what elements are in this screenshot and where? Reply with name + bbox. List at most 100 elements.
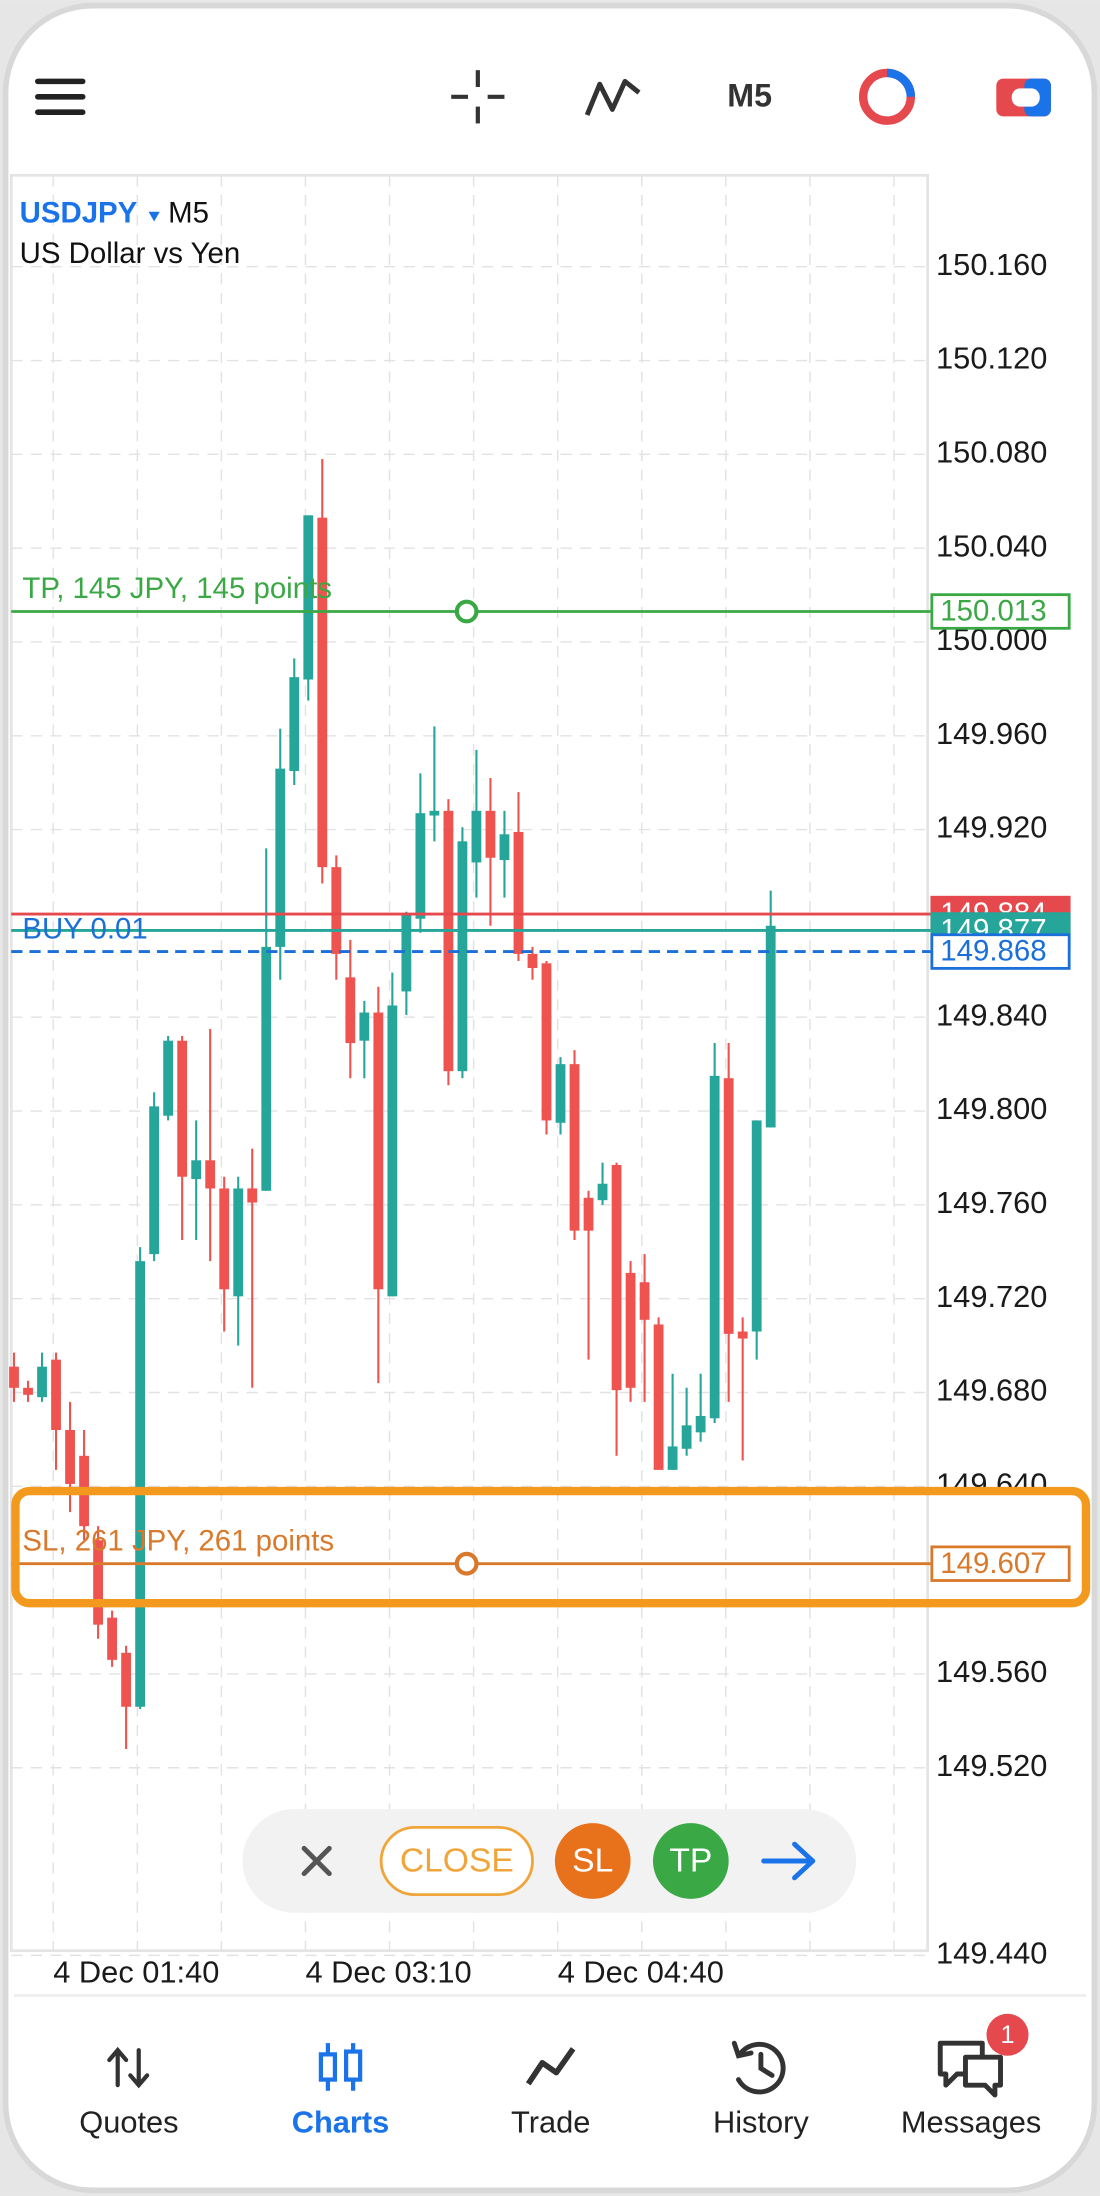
trade-icon <box>525 2047 576 2086</box>
symbol-description: US Dollar vs Yen <box>20 237 241 270</box>
candle-body <box>499 834 510 861</box>
price-tag <box>930 933 1071 970</box>
x-tick-label: 4 Dec 03:10 <box>305 1955 471 1990</box>
candle-body <box>695 1415 706 1433</box>
candle-body <box>107 1617 118 1660</box>
candle-body <box>667 1446 678 1470</box>
candle-body <box>401 914 412 992</box>
candle-body <box>37 1366 47 1398</box>
one-click-button[interactable] <box>858 68 916 125</box>
nav-trade[interactable]: Trade <box>511 2105 590 2140</box>
candle-body <box>93 1540 103 1625</box>
candle-body <box>9 1366 19 1388</box>
candle-body <box>429 810 440 816</box>
y-tick-label: 149.440 <box>936 1936 1047 1971</box>
candle-body <box>303 515 314 680</box>
x-stroke <box>301 1845 332 1877</box>
candle-body <box>541 963 552 1121</box>
symbol-dropdown[interactable] <box>148 211 160 222</box>
level-label: TP, 145 JPY, 145 points <box>22 572 332 605</box>
symbol[interactable]: USDJPY <box>20 196 138 229</box>
crosshair-button[interactable] <box>451 70 505 124</box>
candle-body <box>681 1425 692 1449</box>
bubble-front <box>963 2054 1003 2098</box>
y-tick-label: 149.720 <box>936 1279 1047 1314</box>
y-tick-label: 149.640 <box>936 1466 1047 1501</box>
trade-button[interactable] <box>996 78 1051 117</box>
candle-body <box>135 1261 146 1707</box>
body <box>344 2049 363 2082</box>
candle-body <box>275 768 286 947</box>
next-button[interactable] <box>761 1841 816 1881</box>
sl-label: SL <box>572 1842 613 1879</box>
nav-history[interactable]: History <box>713 2105 809 2140</box>
candle-body <box>653 1324 664 1470</box>
arrow-head <box>792 1841 816 1881</box>
menu-button[interactable] <box>35 78 86 116</box>
candle-body <box>219 1188 230 1290</box>
y-tick-label: 150.160 <box>936 247 1047 282</box>
candle-body <box>723 1078 734 1334</box>
candle-body <box>205 1160 216 1189</box>
x-tick-label: 4 Dec 01:40 <box>53 1955 219 1990</box>
candle-body <box>527 953 538 968</box>
candle-body <box>457 841 468 1072</box>
candle-body <box>359 1012 370 1041</box>
level-label: BUY 0.01 <box>22 912 147 945</box>
candle-body <box>121 1652 132 1707</box>
y-tick-label: 149.680 <box>936 1373 1047 1408</box>
price-tag <box>930 593 1071 630</box>
candle-body <box>331 867 342 954</box>
dismiss-button[interactable] <box>301 1845 332 1877</box>
level-label: SL, 261 JPY, 261 points <box>22 1524 334 1557</box>
y-tick-label: 149.800 <box>936 1091 1047 1126</box>
candle-body <box>583 1197 594 1231</box>
bubble-back <box>937 2040 985 2088</box>
messages-icon <box>937 2040 1003 2098</box>
price-tag <box>930 1545 1071 1582</box>
candle-body <box>443 810 454 1072</box>
close-button[interactable] <box>379 1825 534 1897</box>
level-handle[interactable] <box>454 599 479 624</box>
candle-body <box>233 1188 244 1297</box>
tp-label: TP <box>669 1842 712 1879</box>
nav-messages[interactable]: Messages <box>901 2105 1041 2140</box>
y-tick-label: 150.120 <box>936 341 1047 376</box>
chart-timeframe: M5 <box>168 196 209 229</box>
sl-button[interactable] <box>554 1823 631 1899</box>
badge <box>986 2013 1029 2056</box>
history-icon <box>731 2040 786 2095</box>
timeframe-button[interactable]: M5 <box>727 78 772 114</box>
tp-button[interactable] <box>652 1823 729 1899</box>
candle-body <box>51 1359 61 1431</box>
candle-body <box>149 1106 160 1255</box>
candle-body <box>247 1188 258 1203</box>
candle-body <box>65 1430 75 1484</box>
candle-body <box>625 1272 636 1388</box>
candle-body <box>289 677 300 771</box>
candle-body <box>317 517 328 868</box>
quotes-icon <box>107 2046 150 2089</box>
y-tick-label: 149.760 <box>936 1185 1047 1220</box>
candle-body <box>261 946 272 1191</box>
candle-body <box>471 810 482 863</box>
y-tick-label: 149.840 <box>936 997 1047 1032</box>
candle-body <box>639 1282 650 1320</box>
candle-body <box>513 831 524 954</box>
candle-body <box>345 977 356 1044</box>
candle-body <box>177 1040 188 1177</box>
nav-quotes[interactable]: Quotes <box>79 2105 178 2140</box>
level-handle[interactable] <box>454 1551 479 1576</box>
price-tag-label: 149.868 <box>940 935 1046 968</box>
x-tick-label: 4 Dec 04:40 <box>558 1955 724 1990</box>
candle-body <box>709 1075 720 1419</box>
icon-arc <box>886 68 916 98</box>
sl-highlight <box>11 1486 1091 1608</box>
nav-charts[interactable]: Charts <box>292 2105 390 2140</box>
indicators-button[interactable] <box>584 78 641 116</box>
candle-body <box>415 813 426 919</box>
arrow-down <box>128 2048 150 2089</box>
y-tick-label: 149.920 <box>936 810 1047 845</box>
candle-body <box>765 925 776 1128</box>
